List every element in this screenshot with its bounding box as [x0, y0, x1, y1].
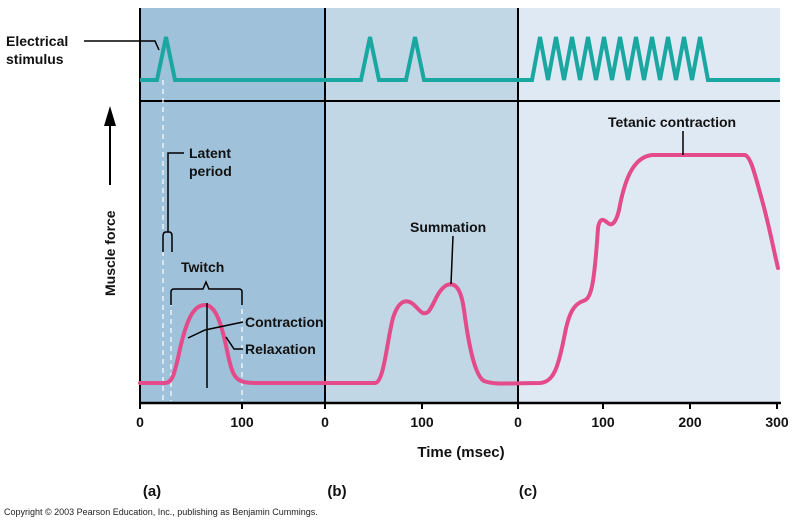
stimulus-trace [140, 36, 780, 82]
latent-period-label-line2: period [189, 163, 232, 179]
tetanic-contraction-label: Tetanic contraction [608, 114, 736, 130]
panel-c-background [518, 8, 780, 403]
contraction-label: Contraction [245, 314, 324, 330]
tick-label-a-100: 100 [230, 414, 254, 430]
copyright-notice: Copyright © 2003 Pearson Education, Inc.… [4, 507, 318, 517]
panel-a-letter: (a) [143, 483, 161, 500]
relaxation-leader [225, 336, 243, 350]
electrical-stimulus-label-line2: stimulus [6, 51, 64, 67]
tick-label-c-100: 100 [591, 414, 615, 430]
summation-label: Summation [410, 219, 486, 235]
force-trace [138, 153, 780, 386]
latent-period-leader [167, 152, 184, 232]
contraction-leader [187, 321, 244, 339]
tick-label-a-0: 0 [136, 414, 144, 430]
latent-period-label-line1: Latent [189, 145, 231, 161]
relaxation-label: Relaxation [245, 341, 316, 357]
stimulus-leader-line [84, 40, 160, 51]
tick-label-c-0: 0 [514, 414, 522, 430]
tick-label-c-200: 200 [678, 414, 702, 430]
muscle-force-label: Muscle force [102, 210, 118, 296]
tick-marks [139, 403, 778, 409]
twitch-bracket [170, 280, 243, 305]
tick-label-c-300: 300 [765, 414, 789, 430]
tick-label-b-0: 0 [321, 414, 329, 430]
electrical-stimulus-label-line1: Electrical [6, 33, 68, 49]
twitch-label: Twitch [181, 259, 224, 275]
tick-label-b-100: 100 [410, 414, 434, 430]
panel-b-letter: (b) [327, 483, 346, 500]
time-axis-label: Time (msec) [417, 444, 504, 461]
panel-c-letter: (c) [519, 483, 537, 500]
summation-leader [450, 235, 454, 285]
up-arrow-icon [104, 106, 116, 126]
